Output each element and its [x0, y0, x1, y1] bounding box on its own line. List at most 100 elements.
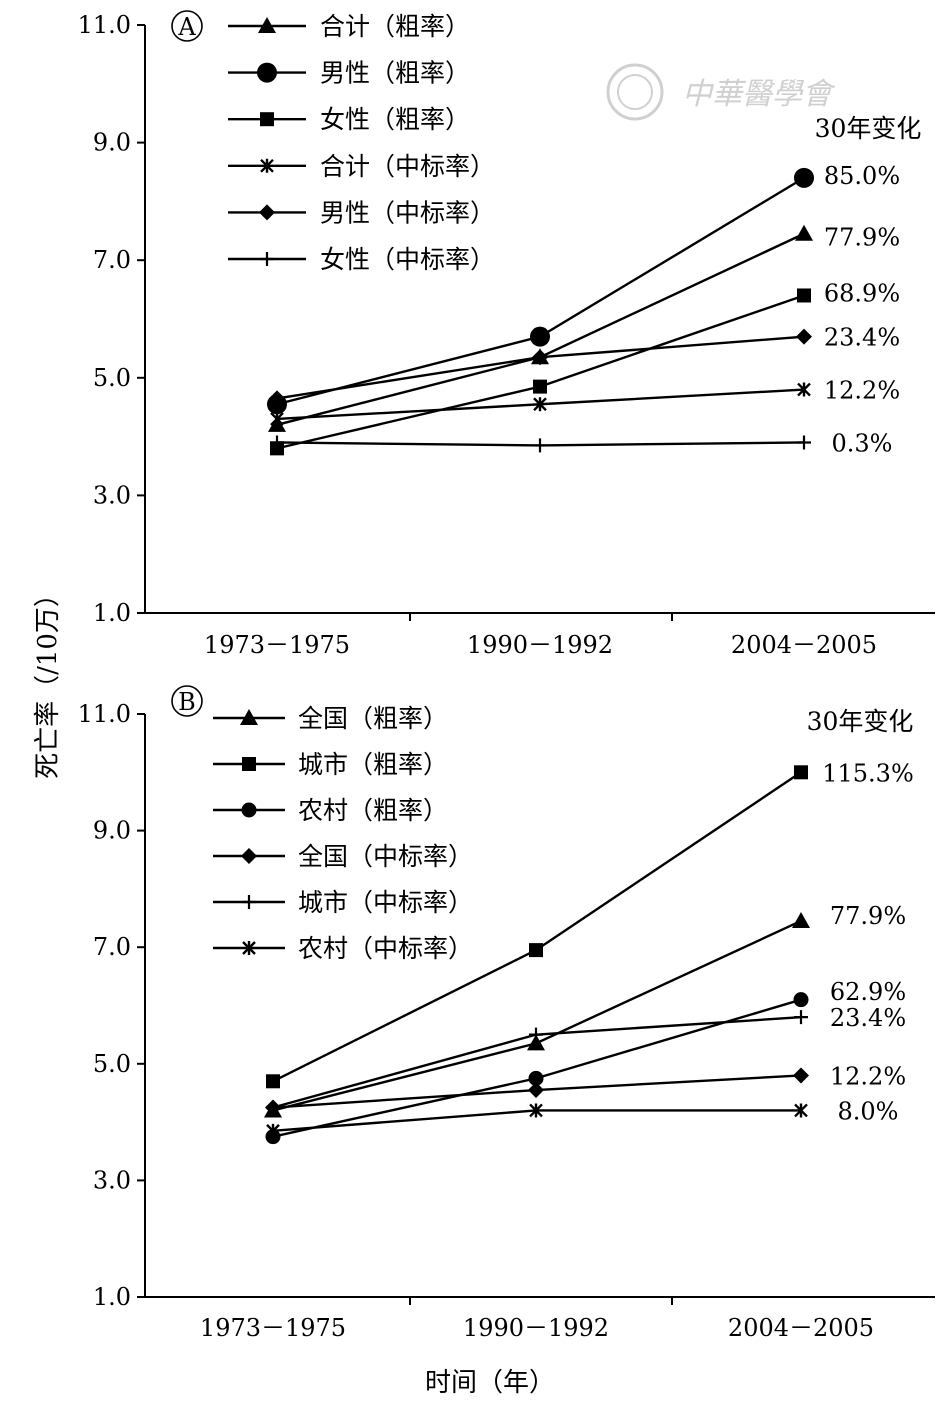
legend-label: 全国（中标率）	[298, 842, 473, 871]
data-point	[266, 1123, 280, 1138]
data-point	[528, 1070, 544, 1086]
legend-label: 城市（粗率）	[298, 750, 448, 779]
data-point	[794, 167, 814, 188]
legend-entry: 全国（中标率）	[213, 842, 473, 871]
change-title: 30年变化	[815, 114, 922, 143]
change-label: 0.3%	[832, 429, 893, 457]
x-tick-label: 2004－2005	[728, 1314, 874, 1342]
legend-marker	[240, 709, 258, 725]
svg-text:A: A	[177, 13, 196, 41]
watermark-text: 中華醫學會	[682, 77, 836, 112]
series-3: 12.2%	[270, 377, 900, 426]
series-3: 12.2%	[265, 1062, 906, 1116]
x-tick-label: 2004－2005	[731, 631, 877, 659]
y-tick-label: 5.0	[93, 1050, 131, 1078]
legend-entry: 全国（粗率）	[213, 704, 448, 733]
change-label: 62.9%	[830, 978, 906, 1006]
series-0: 77.9%	[264, 902, 906, 1118]
data-point	[792, 911, 810, 928]
x-tick-label: 1990－1992	[467, 631, 613, 659]
y-tick-label: 11.0	[78, 11, 131, 39]
data-point	[530, 326, 550, 347]
legend-marker	[242, 757, 256, 771]
legend-marker	[257, 62, 277, 83]
legend-marker	[258, 17, 276, 33]
legend-entry: 城市（中标率）	[213, 888, 473, 917]
data-point	[529, 943, 543, 958]
legend-entry: 农村（中标率）	[213, 934, 473, 963]
change-label: 115.3%	[822, 759, 914, 787]
change-label: 12.2%	[824, 377, 900, 405]
legend-label: 全国（粗率）	[298, 704, 448, 733]
legend-marker	[260, 112, 274, 127]
data-point	[794, 765, 808, 780]
legend-entry: 合计（中标率）	[228, 152, 495, 181]
series-5: 8.0%	[266, 1097, 898, 1138]
legend-label: 男性（粗率）	[320, 59, 470, 88]
legend-entry: 女性（中标率）	[228, 245, 495, 274]
change-label: 77.9%	[824, 224, 900, 252]
change-label: 77.9%	[830, 902, 906, 930]
data-point	[270, 435, 284, 450]
y-tick-label: 5.0	[93, 364, 131, 392]
data-point	[793, 992, 809, 1008]
watermark-seal-icon	[606, 63, 664, 121]
data-point	[529, 1027, 543, 1042]
data-point	[532, 349, 548, 366]
series-2: 62.9%	[265, 978, 906, 1145]
y-tick-label: 1.0	[93, 1283, 131, 1311]
legend-marker	[242, 895, 256, 909]
panels: 1.0 3.0 5.0 7.0 9.0 11.0 1973－1975 1990－1992 200…	[78, 11, 935, 1342]
legend-entry: 男性（粗率）	[228, 59, 470, 88]
legend-entry: 城市（粗率）	[213, 750, 448, 779]
x-tick-label: 1973－1975	[200, 1314, 346, 1342]
x-tick-label: 1990－1992	[463, 1314, 609, 1342]
series-4: 23.4%	[269, 324, 900, 407]
data-point	[794, 1010, 808, 1025]
data-point	[269, 390, 285, 407]
legend-label: 农村（中标率）	[298, 934, 473, 963]
legend-marker	[242, 941, 256, 955]
data-point	[266, 1074, 280, 1089]
data-point	[528, 1082, 544, 1099]
legend-label: 女性（中标率）	[320, 245, 495, 274]
series-2: 68.9%	[270, 280, 900, 456]
data-point	[266, 1100, 280, 1115]
x-axis-label: 时间（年）	[425, 1368, 555, 1398]
legend-marker	[241, 848, 257, 864]
change-label: 23.4%	[824, 324, 900, 352]
y-tick-label: 3.0	[93, 481, 131, 509]
svg-text:B: B	[178, 688, 196, 716]
y-tick-label: 11.0	[78, 700, 131, 728]
legend-entry: 男性（中标率）	[228, 198, 495, 227]
y-tick-label: 7.0	[93, 933, 131, 961]
series-line	[276, 294, 805, 450]
panel-label-b: B	[171, 685, 203, 717]
data-point	[270, 411, 284, 426]
legend-marker	[259, 204, 275, 221]
y-tick-label: 9.0	[93, 817, 131, 845]
legend-label: 农村（粗率）	[298, 796, 448, 825]
legend-label: 男性（中标率）	[320, 198, 495, 227]
data-point	[797, 382, 811, 397]
data-point	[797, 288, 811, 303]
change-label: 12.2%	[830, 1062, 906, 1090]
legend-entry: 女性（粗率）	[228, 105, 470, 134]
legend-label: 女性（粗率）	[320, 105, 470, 134]
legend-label: 城市（中标率）	[298, 888, 473, 917]
data-point	[796, 328, 812, 345]
legend-entry: 合计（粗率）	[228, 12, 470, 41]
data-point	[533, 379, 547, 394]
data-point	[533, 438, 547, 453]
series-4: 23.4%	[266, 1004, 906, 1115]
panel-b: 1.0 3.0 5.0 7.0 9.0 11.0 1973－1975 1990－1992 200…	[78, 700, 935, 1342]
data-point	[533, 397, 547, 412]
x-tick-label: 1973－1975	[204, 631, 350, 659]
panel-a: 1.0 3.0 5.0 7.0 9.0 11.0 1973－1975 1990－1992 200…	[78, 11, 935, 659]
data-point	[794, 1103, 808, 1118]
change-label: 85.0%	[824, 162, 900, 190]
legend-label: 合计（粗率）	[320, 12, 470, 41]
series-1: 115.3%	[266, 759, 914, 1089]
series-5: 0.3%	[270, 429, 892, 457]
